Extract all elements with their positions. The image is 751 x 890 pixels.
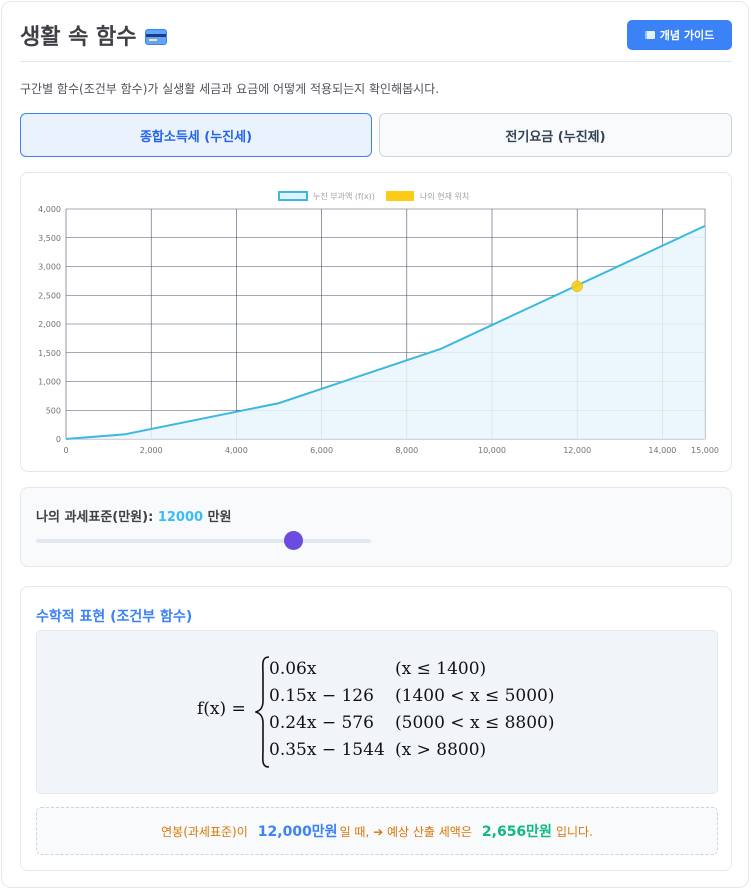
case-expr-4: 0.35x − 1544 (269, 740, 385, 760)
legend-label-series: 누진 부과액 (f(x)) (313, 191, 375, 201)
y-tick-label-7: 3,500 (38, 234, 61, 243)
result-suffix: 입니다. (555, 824, 593, 839)
series-line (65, 224, 706, 440)
page-title-text: 생활 속 함수 (20, 25, 137, 50)
result-prefix: 연봉(과세표준)이 (161, 824, 248, 839)
case-expr-3: 0.24x − 576 (269, 713, 374, 733)
case-expr-2: 0.15x − 126 (269, 686, 374, 706)
math-title: 수학적 표현 (조건부 함수) (36, 609, 193, 625)
result-income: 12,000만원 (257, 824, 338, 840)
tab-income-tax[interactable]: 종합소득세 (누진세) (20, 113, 372, 157)
x-tick-label-2: 4,000 (225, 446, 248, 455)
legend-swatch-point (386, 191, 414, 201)
tax-chart: 0 500 1,000 1,500 2,000 2,500 3,000 3,500 4,000 0… (38, 191, 719, 455)
credit-card-icon (144, 29, 167, 45)
case-brace (255, 656, 270, 768)
y-tick-label-5: 2,500 (38, 291, 61, 300)
x-tick-label-6: 12,000 (563, 446, 591, 455)
y-tick-label-8: 4,000 (38, 205, 61, 214)
y-tick-label-0: 0 (56, 435, 61, 444)
header: 생활 속 함수 개념 가이드 (20, 20, 732, 62)
case-expr-1: 0.06x (269, 659, 317, 679)
slider-label: 나의 과세표준(만원): 12000 만원 (36, 506, 232, 525)
series-area (66, 225, 705, 439)
slider-thumb[interactable] (284, 531, 304, 550)
x-tick-label-1: 2,000 (140, 446, 163, 455)
y-tick-label-4: 2,000 (38, 320, 61, 329)
slider-unit: 만원 (207, 510, 232, 525)
x-tick-label-8: 15,000 (691, 446, 719, 455)
result-box: 연봉(과세표준)이 12,000만원 일 때, ➔ 예상 산출 세액은 2,65… (36, 807, 718, 855)
y-tick-label-3: 1,500 (38, 349, 61, 358)
current-position-point (571, 280, 583, 293)
x-tick-label-0: 0 (63, 446, 68, 455)
case-cond-2: (1400 < x ≤ 5000) (395, 686, 555, 706)
concept-guide-label: 개념 가이드 (659, 29, 715, 42)
result-tax: 2,656만원 (481, 824, 552, 840)
x-tick-label-3: 6,000 (310, 446, 333, 455)
x-tick-label-5: 10,000 (478, 446, 506, 455)
y-tick-label-6: 3,000 (38, 263, 61, 272)
case-cond-3: (5000 < x ≤ 8800) (395, 713, 555, 733)
x-tick-label-7: 14,000 (648, 446, 676, 455)
y-tick-label-2: 1,000 (38, 378, 61, 387)
case-cond-4: (x > 8800) (395, 740, 487, 760)
tab-electricity[interactable]: 전기요금 (누진제) (379, 113, 732, 157)
legend-swatch-series (278, 191, 308, 201)
formula-lhs: f(x) = (197, 699, 246, 719)
result-middle: 일 때, ➔ 예상 산출 세액은 (339, 824, 472, 839)
slider-track[interactable] (36, 539, 371, 543)
math-panel: 수학적 표현 (조건부 함수) f(x) = 0.06x (x ≤ 1400) … (20, 586, 732, 871)
formula-box: f(x) = 0.06x (x ≤ 1400) 0.15x − 126 (140… (36, 630, 718, 794)
x-tick-label-4: 8,000 (395, 446, 418, 455)
slider-panel: 나의 과세표준(만원): 12000 만원 (20, 487, 732, 567)
legend-label-point: 나의 현재 위치 (420, 191, 469, 201)
book-icon (644, 31, 655, 39)
concept-guide-button[interactable]: 개념 가이드 (627, 20, 732, 50)
y-tick-label-1: 500 (46, 406, 61, 415)
chart-panel: 0 500 1,000 1,500 2,000 2,500 3,000 3,500 4,000 0… (20, 172, 732, 472)
page-description: 구간별 함수(조건부 함수)가 실생활 세금과 요금에 어떻게 적용되는지 확인… (20, 82, 440, 96)
page-title: 생활 속 함수 (20, 20, 167, 56)
slider-label-text: 나의 과세표준(만원): (36, 510, 154, 525)
case-cond-1: (x ≤ 1400) (395, 659, 487, 679)
slider-value: 12000 (157, 510, 204, 525)
